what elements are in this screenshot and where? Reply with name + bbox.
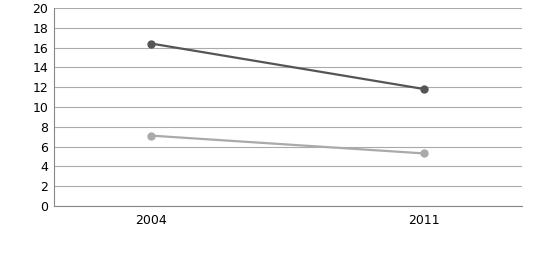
- Brancos: [421, 152, 428, 155]
- Negros: [148, 42, 154, 45]
- Brancos: [148, 134, 154, 137]
- Negros: [421, 87, 428, 91]
- Line: Negros: Negros: [148, 40, 428, 93]
- Line: Brancos: Brancos: [148, 132, 428, 157]
